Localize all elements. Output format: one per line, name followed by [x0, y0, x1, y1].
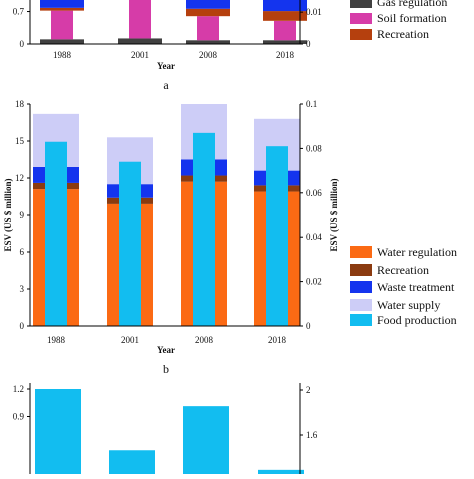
x-tick-b-2008: 2008	[195, 335, 214, 345]
bar-a-soil-formation-2018	[274, 20, 296, 41]
y-tick-a-left-0-7: 0.7	[13, 7, 25, 17]
bar-c-2008	[183, 406, 229, 477]
legend-label-a-soil-formation: Soil formation	[377, 11, 447, 25]
bar-c-2001	[109, 450, 155, 477]
legend-swatch-b-recreation	[350, 264, 372, 276]
x-tick-b-1988: 1988	[47, 335, 66, 345]
y-tick-a-left-0: 0	[20, 39, 25, 49]
bar-a-recreation-1988	[40, 7, 84, 11]
y-tick-b-left-12: 12	[15, 173, 24, 183]
legend-label-b-food-production: Food production	[377, 313, 457, 327]
legend-label-b-water-supply: Water supply	[377, 298, 440, 312]
y-tick-b-left-3: 3	[20, 284, 25, 294]
bar-a-series-3-1988	[40, 0, 84, 8]
legend-swatch-a-recreation	[350, 29, 372, 40]
x-tick-b-2018: 2018	[268, 335, 287, 345]
y-tick-c-left-1-2: 1.2	[13, 384, 24, 394]
bar-b-food-production-2008	[193, 132, 215, 326]
legend-label-a-recreation: Recreation	[377, 27, 429, 41]
legend-label-b-recreation: Recreation	[377, 263, 429, 277]
bar-a-soil-formation-2008	[197, 16, 219, 41]
bar-a-recreation-2008	[186, 8, 230, 17]
panel-b: 1988 2001 2008 2018 0 3 6 9 12 15 18 0 0.02 0.04 0.06 0…	[3, 99, 457, 355]
y-tick-b-right-0: 0	[306, 321, 311, 331]
y-tick-b-left-0: 0	[20, 321, 25, 331]
legend-swatch-a-soil-formation	[350, 13, 372, 24]
bar-b-food-production-1988	[45, 141, 67, 326]
bar-b-food-production-2001	[119, 161, 141, 326]
bar-a-gas-regulation-2018	[263, 40, 307, 44]
bar-a-soil-formation-1988	[51, 10, 73, 40]
y-tick-c-right-2: 2	[306, 385, 311, 395]
y-axis-title-b-right: ESV (US $ million)	[329, 178, 339, 251]
bar-a-series-3-2018	[263, 0, 307, 12]
x-tick-a-2001: 2001	[131, 50, 149, 60]
panel-letter-a: a	[163, 78, 169, 92]
y-tick-b-right-0-02: 0.02	[306, 277, 322, 287]
y-axis-title-b-left: ESV (US $ million)	[3, 178, 13, 251]
bar-b-food-production-2018	[266, 146, 288, 326]
legend-label-a-gas-regulation: Gas regulation	[377, 0, 447, 9]
legend-swatch-b-water-supply	[350, 299, 372, 311]
y-tick-c-right-1-6: 1.6	[306, 430, 318, 440]
bar-a-gas-regulation-2008	[186, 40, 230, 44]
y-tick-a-right-0: 0	[306, 39, 311, 49]
y-tick-b-right-0-04: 0.04	[306, 232, 322, 242]
y-tick-c-left-0-9: 0.9	[13, 412, 25, 422]
bar-c-1988	[35, 389, 81, 477]
bar-a-series-3-2008	[186, 0, 230, 9]
x-axis-title-a: Year	[157, 61, 175, 71]
panel-a: 1988 2001 2008 2018 0 0.7 0 0.01 Year Gas regulat…	[13, 0, 447, 71]
legend-swatch-b-waste-treatment	[350, 281, 372, 293]
legend-label-b-water-regulation: Water regulation	[377, 245, 457, 259]
panel-letter-b: b	[163, 362, 169, 376]
y-tick-b-right-0-08: 0.08	[306, 143, 322, 153]
panel-c: 0.9 1.2 1.6 2	[13, 383, 318, 477]
x-axis-title-b: Year	[157, 345, 175, 355]
legend-swatch-a-gas-regulation	[350, 0, 372, 8]
x-tick-a-2018: 2018	[276, 50, 295, 60]
x-tick-a-2008: 2008	[199, 50, 218, 60]
y-tick-b-right-0-1: 0.1	[306, 99, 317, 109]
y-tick-b-left-15: 15	[15, 136, 25, 146]
bar-c-2018	[258, 469, 304, 477]
bar-a-gas-regulation-1988	[40, 39, 84, 44]
y-tick-b-left-18: 18	[15, 99, 25, 109]
y-tick-b-right-0-06: 0.06	[306, 188, 322, 198]
legend-swatch-b-water-regulation	[350, 246, 372, 258]
legend-label-b-waste-treatment: Waste treatment	[377, 280, 455, 294]
x-tick-b-2001: 2001	[121, 335, 139, 345]
legend-swatch-b-food-production	[350, 314, 372, 326]
bar-a-gas-regulation-2001	[118, 38, 162, 44]
y-tick-a-right-0-01: 0.01	[306, 7, 322, 17]
y-tick-b-left-9: 9	[20, 210, 25, 220]
bar-a-soil-formation-2001	[129, 0, 151, 39]
y-tick-b-left-6: 6	[20, 247, 25, 257]
x-tick-a-1988: 1988	[53, 50, 72, 60]
bar-a-recreation-2018	[263, 11, 307, 21]
